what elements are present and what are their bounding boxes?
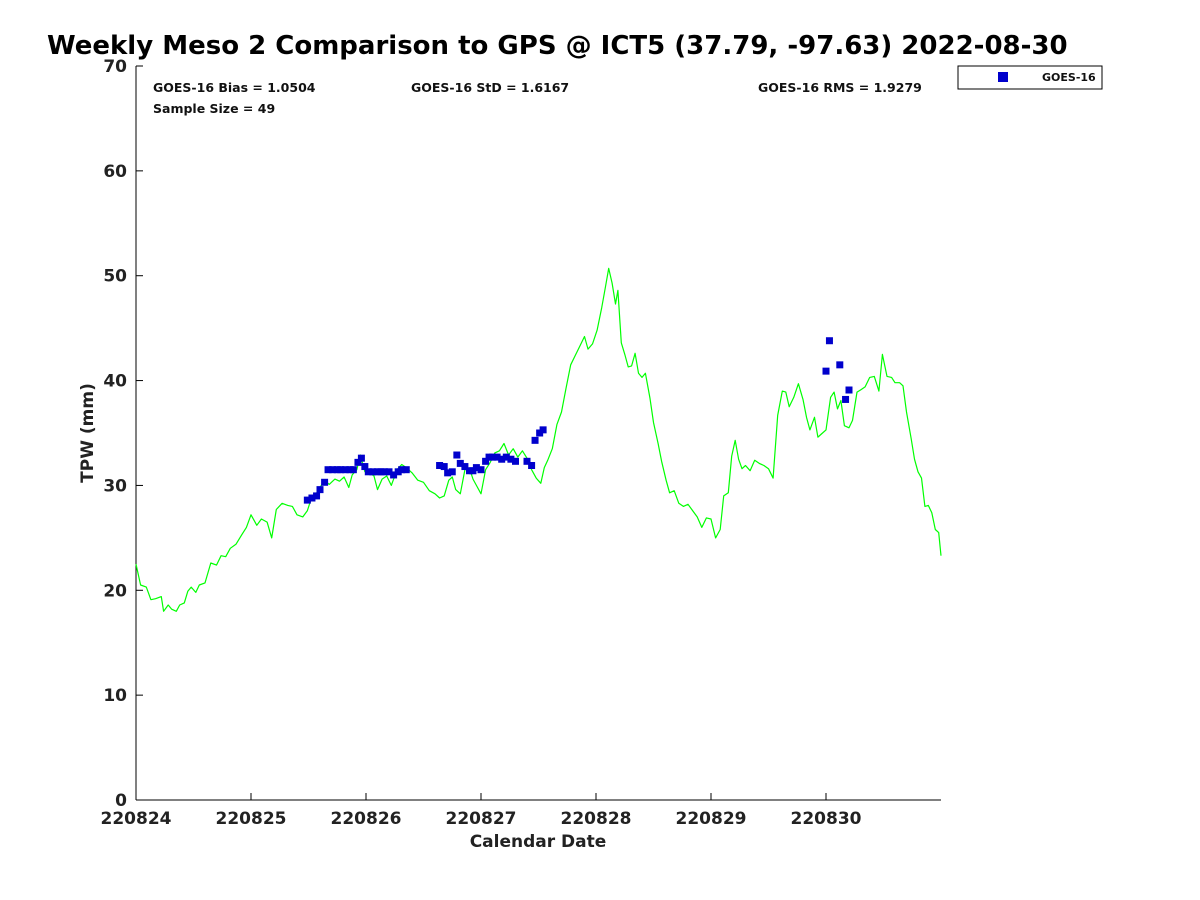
- goes16-point: [364, 468, 372, 476]
- goes16-point: [502, 453, 510, 461]
- legend: GOES-16: [957, 65, 1103, 90]
- goes16-point: [380, 468, 388, 476]
- goes16-point: [321, 478, 329, 486]
- y-tick-label: 10: [103, 686, 127, 706]
- goes16-point: [357, 454, 365, 462]
- goes16-point: [349, 466, 357, 474]
- goes16-point: [482, 457, 490, 465]
- goes16-point: [369, 468, 377, 476]
- y-tick-label: 60: [103, 162, 127, 182]
- goes16-point: [507, 455, 515, 463]
- goes16-point: [341, 466, 349, 474]
- goes16-point: [845, 386, 853, 394]
- goes16-point: [337, 466, 345, 474]
- goes16-point: [523, 457, 531, 465]
- goes16-point: [390, 471, 398, 479]
- goes16-point: [498, 455, 506, 463]
- x-tick-label: 220828: [561, 809, 632, 829]
- std-stat: GOES-16 StD = 1.6167: [411, 80, 569, 95]
- x-tick-label: 220827: [446, 809, 517, 829]
- goes16-point: [308, 494, 316, 502]
- legend-label-goes16: GOES-16: [1042, 71, 1096, 84]
- goes16-point: [531, 436, 539, 444]
- goes16-point: [836, 361, 844, 369]
- x-axis-label: Calendar Date: [470, 832, 607, 852]
- goes16-point: [329, 466, 337, 474]
- y-axis-label: TPW (mm): [78, 383, 98, 483]
- goes16-point: [489, 453, 496, 461]
- goes16-point: [461, 463, 469, 471]
- goes16-point: [456, 459, 464, 467]
- goes16-point: [316, 486, 324, 494]
- stats-annotations: GOES-16 Bias = 1.0504 GOES-16 StD = 1.61…: [153, 80, 922, 116]
- goes16-point: [436, 462, 444, 470]
- goes16-point: [398, 466, 406, 474]
- gps-series: [135, 267, 942, 612]
- goes16-point: [477, 466, 485, 474]
- goes16-series: [303, 337, 853, 504]
- goes16-point: [493, 453, 501, 461]
- goes16-point: [512, 457, 519, 465]
- legend-box: [957, 65, 1103, 90]
- goes16-point: [842, 395, 850, 403]
- goes16-point: [361, 463, 369, 471]
- goes16-point: [324, 466, 332, 474]
- y-tick-label: 0: [115, 791, 127, 811]
- goes16-point: [303, 496, 311, 504]
- x-tick-label: 220829: [676, 809, 747, 829]
- goes16-point: [539, 426, 547, 434]
- sample-size-stat: Sample Size = 49: [153, 101, 275, 116]
- y-tick-label: 20: [103, 581, 127, 601]
- goes16-point: [313, 492, 321, 500]
- gps-line: [135, 267, 942, 612]
- y-tick-label: 50: [103, 267, 127, 287]
- bias-stat: GOES-16 Bias = 1.0504: [153, 80, 316, 95]
- goes16-point: [825, 337, 833, 345]
- x-tick-label: 220830: [791, 809, 862, 829]
- plot-frame: [135, 66, 941, 801]
- x-tick-label: 220825: [216, 809, 287, 829]
- goes16-point: [472, 464, 480, 472]
- goes16-point: [385, 468, 393, 476]
- legend-marker-goes16: [998, 72, 1008, 82]
- y-tick-label: 30: [103, 476, 127, 496]
- goes16-point: [444, 469, 452, 477]
- x-ticks: 220824 220825 220826 220827 220828 220829 2208…: [101, 793, 862, 829]
- goes16-point: [822, 367, 830, 375]
- goes16-point: [453, 451, 461, 459]
- y-tick-label: 40: [103, 372, 127, 392]
- x-tick-label: 220824: [101, 809, 172, 829]
- goes16-point: [440, 463, 448, 471]
- y-tick-label: 70: [103, 57, 127, 77]
- x-tick-label: 220826: [331, 809, 402, 829]
- y-ticks: 0 10 20 30 40 50 60 70: [103, 57, 143, 811]
- goes16-point: [402, 466, 410, 474]
- goes16-point: [448, 468, 456, 476]
- chart-title: Weekly Meso 2 Comparison to GPS @ ICT5 (…: [47, 31, 1068, 61]
- rms-stat: GOES-16 RMS = 1.9279: [758, 80, 922, 95]
- goes16-point: [354, 458, 362, 466]
- goes16-point: [528, 462, 536, 470]
